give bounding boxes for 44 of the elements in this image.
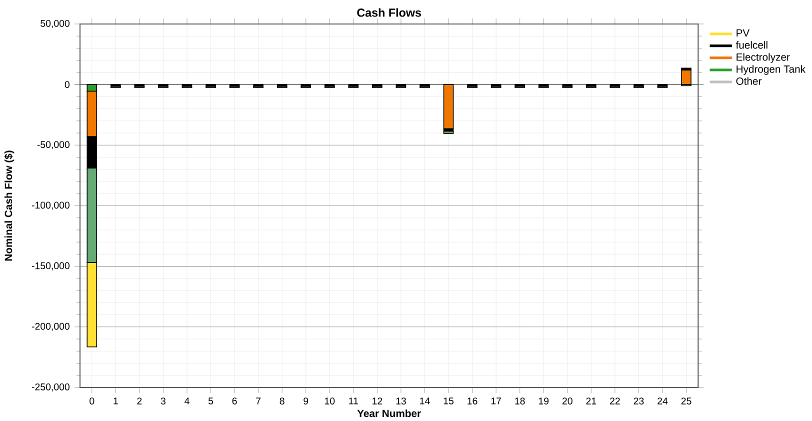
x-tick-label: 0 [90,397,94,404]
bar [443,84,454,129]
x-tick-label: 6 [232,397,237,404]
x-tick-label: 25 [681,397,692,404]
y-tick-label: -250,000 [32,383,70,392]
x-tick-label: 4 [184,397,190,404]
x-tick-label: 3 [160,397,166,404]
x-tick-label: 23 [634,397,644,404]
x-tick-label: 2 [137,397,142,404]
x-tick-label: 9 [304,397,308,404]
x-tick-label: 22 [610,397,620,404]
x-tick-label: 13 [396,397,406,404]
x-tick-label: 15 [444,397,454,404]
y-tick-label: -150,000 [32,262,70,270]
bar [443,130,454,134]
x-axis-title: Year Number [357,409,421,417]
x-tick-label: 11 [349,397,358,404]
y-tick-label: -200,000 [32,322,70,331]
x-tick-label: 7 [256,397,261,404]
legend-label: PV [736,29,750,36]
x-tick-label: 20 [562,397,572,404]
x-tick-label: 1 [114,397,118,404]
y-tick-label: -50,000 [37,140,70,149]
bar [681,69,692,85]
x-tick-label: 5 [208,397,214,404]
y-tick-label: -100,000 [32,202,70,210]
x-tick-label: 17 [491,397,501,404]
y-tick-label: 0 [64,80,70,88]
legend-label: fuelcell [736,40,768,48]
x-tick-label: 14 [420,397,430,404]
x-tick-label: 16 [468,397,478,404]
x-tick-label: 21 [586,397,596,404]
y-tick-label: 50,000 [40,20,70,28]
x-tick-label: 12 [372,397,382,404]
x-tick-label: 8 [280,397,284,404]
x-tick-label: 10 [324,397,335,404]
x-tick-label: 18 [515,397,525,404]
x-tick-label: 19 [538,397,549,404]
legend-label: Hydrogen Tank [736,64,806,75]
legend-label: Other [736,77,762,85]
chart-title: Cash Flows [357,8,422,17]
legend-label: Electrolyzer [736,52,790,63]
x-tick-label: 24 [658,397,668,404]
y-axis-title: Nominal Cash Flow ($) [4,150,14,260]
